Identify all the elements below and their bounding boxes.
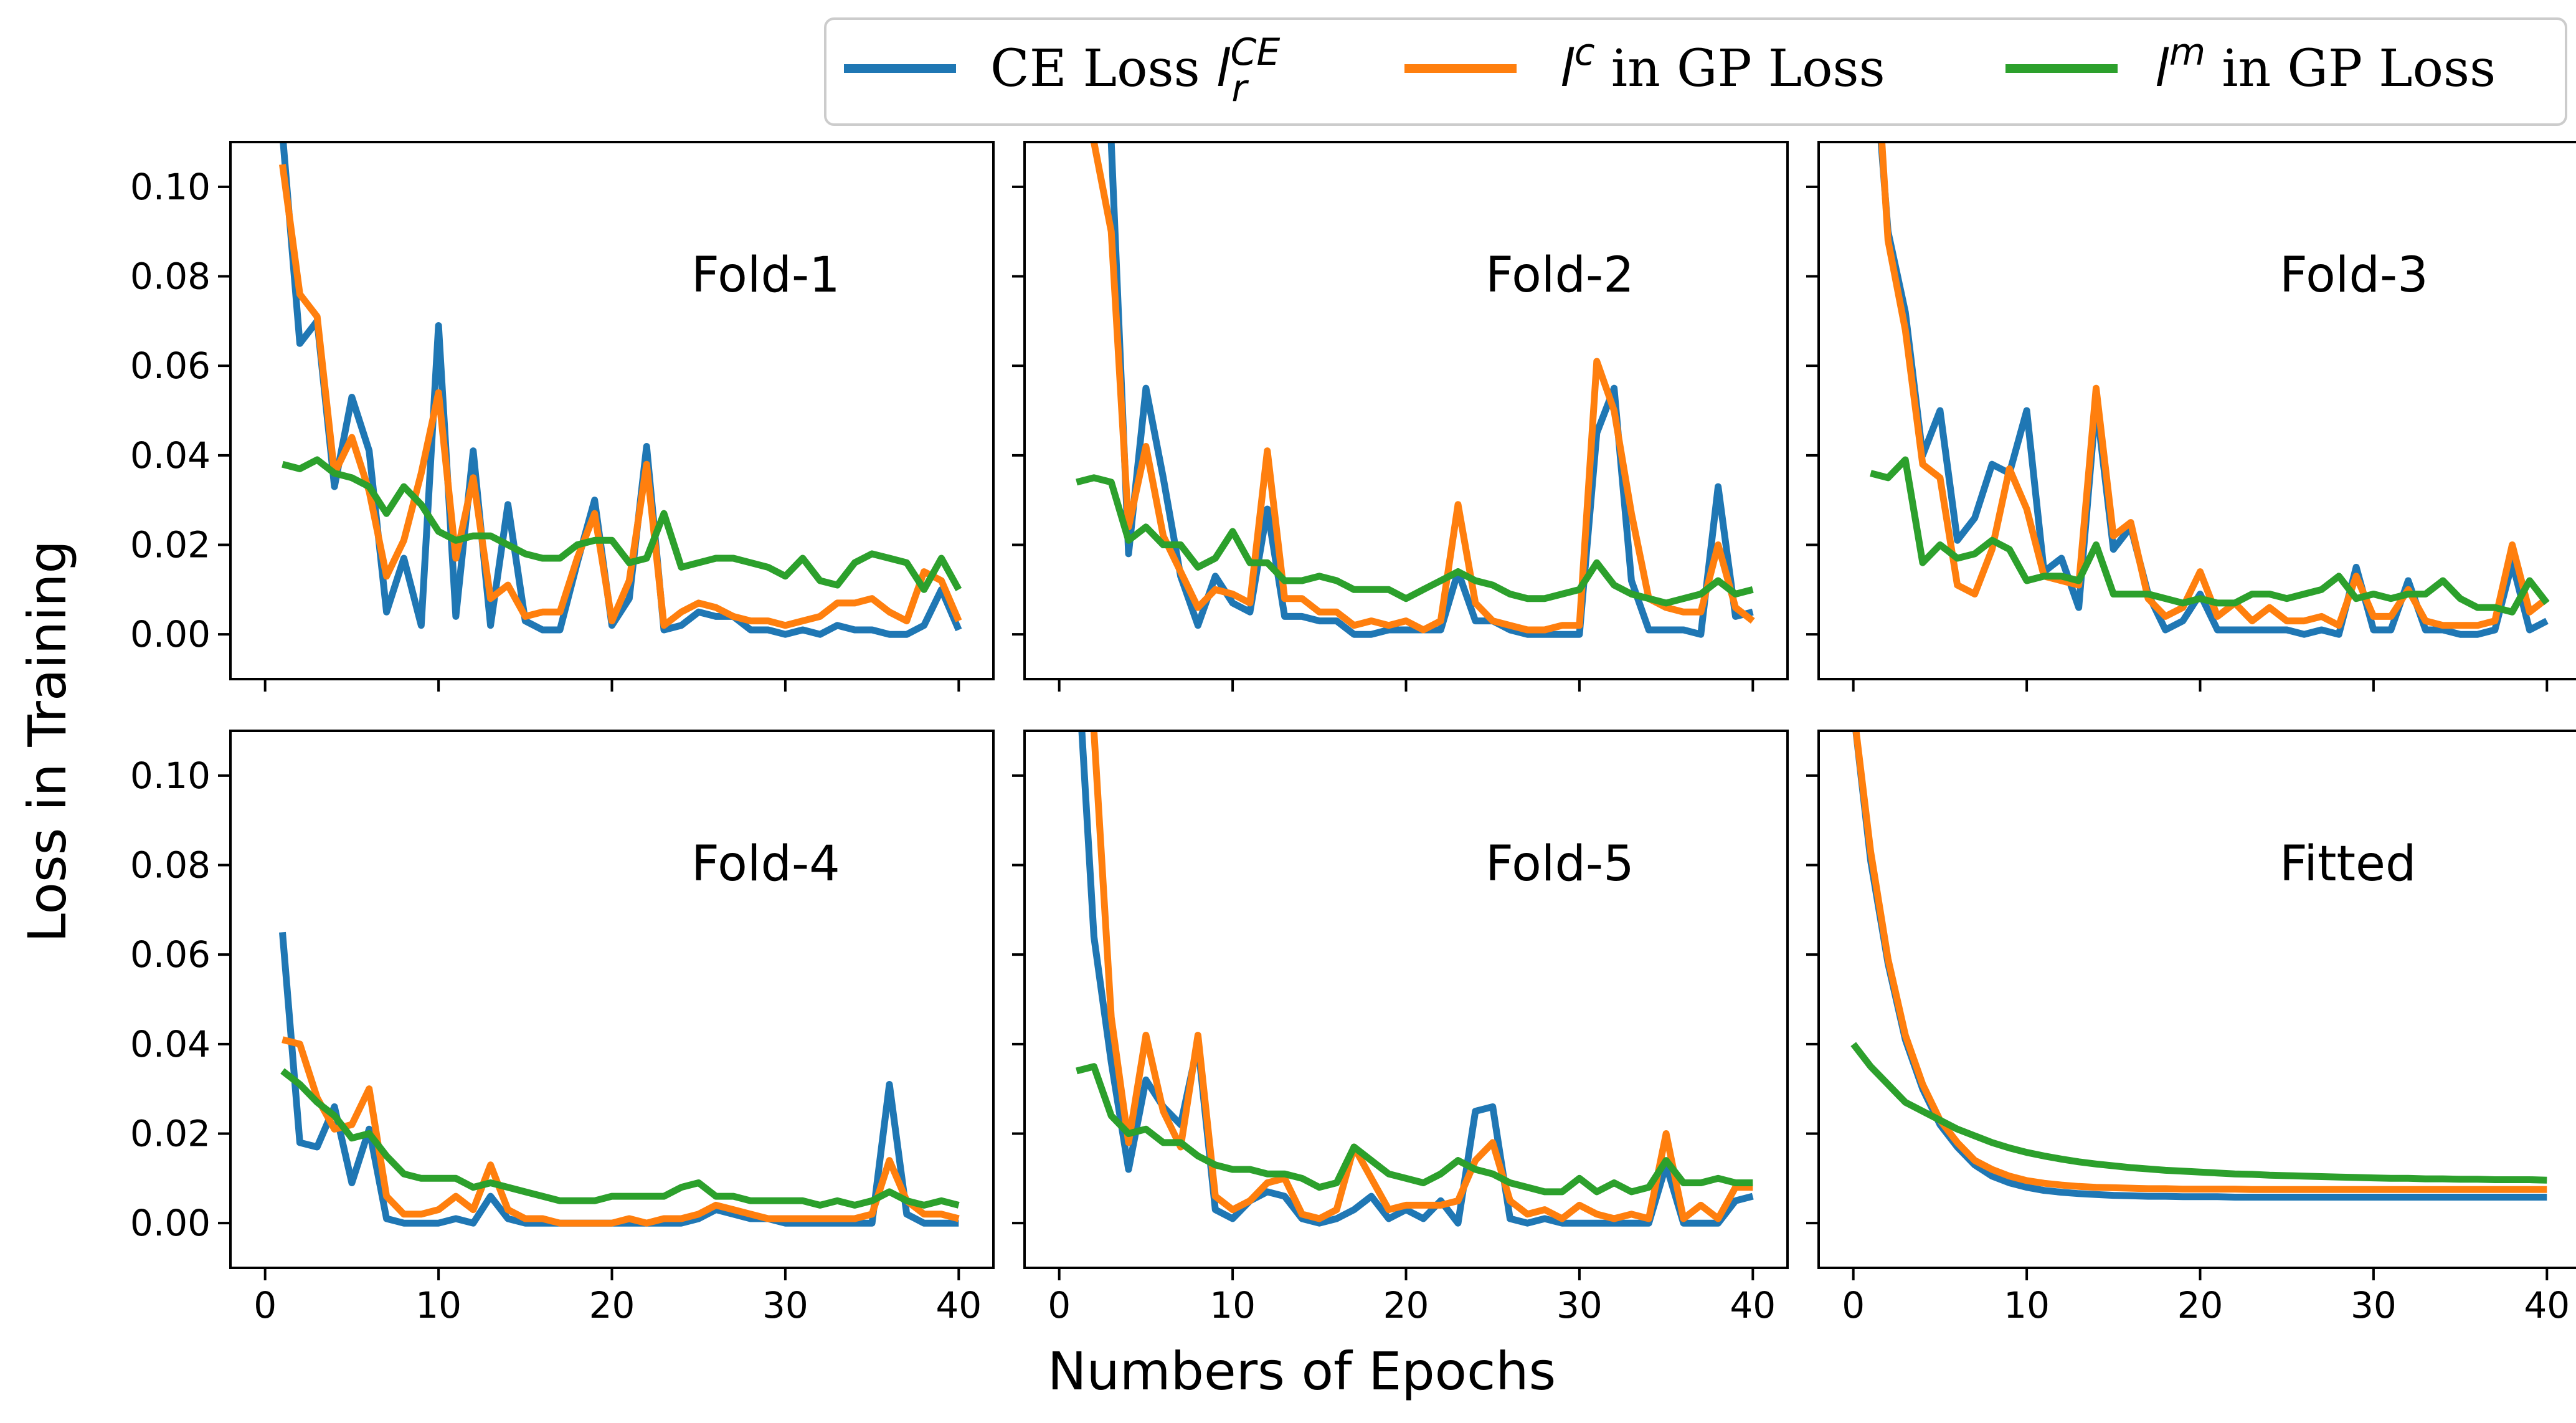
series-line-im-fold-4: [280, 1068, 960, 1209]
series-line-ce-fold-2: [1107, 142, 1754, 638]
panel-title-fold-2: Fold-2: [1485, 247, 1634, 303]
panels: 0.00 0.02 0.04 0.06 0.08 0.10 Fold-1 Fold-2 Fold…: [130, 141, 2576, 1326]
series-line-ic-fold-3: [1878, 142, 2549, 629]
panel-fold-4: 0 10 20 30 40 0.00 0.02 0.04 0.06 0.08 0.10 Fold-4: [130, 730, 995, 1326]
x-tick-label-fold-5: 10: [1210, 1284, 1256, 1326]
y-tick-label-fold-1: 0.04: [130, 434, 211, 477]
y-tick-label-fold-4: 0.08: [130, 844, 211, 887]
x-tick-label-fitted: 0: [1842, 1284, 1865, 1326]
y-tick-label-fold-1: 0.02: [130, 524, 211, 566]
x-tick-label-fold-5: 20: [1383, 1284, 1429, 1326]
panel-title-fold-5: Fold-5: [1485, 836, 1634, 892]
legend-entry-ce-loss: CE Loss lCE r: [844, 31, 1280, 110]
plot-area-fold-2: [1076, 142, 1755, 638]
series-line-im-fold-1: [282, 456, 962, 593]
legend: CE Loss lCE r lc in GP Loss lm in GP Loss: [824, 17, 2567, 126]
panel-fold-1: 0.00 0.02 0.04 0.06 0.08 0.10 Fold-1: [130, 141, 995, 692]
legend-entry-im-gp-loss: lm in GP Loss: [2005, 31, 2496, 98]
series-line-ce-fold-1: [280, 142, 962, 638]
series-line-ic-fitted: [1852, 731, 2547, 1193]
series-line-im-fold-3: [1870, 456, 2550, 616]
y-tick-label-fold-1: 0.06: [130, 345, 211, 387]
y-tick-label-fold-4: 0.04: [130, 1023, 211, 1065]
series-line-im-fitted: [1850, 1042, 2547, 1184]
series-line-ic-fold-2: [1090, 142, 1755, 634]
y-axis-title: Loss in Training: [17, 540, 78, 943]
series-line-im-fold-2: [1076, 474, 1754, 607]
x-tick-label-fitted: 10: [2004, 1284, 2050, 1326]
panel-fold-2: Fold-2: [1012, 141, 1789, 692]
x-axis-title: Numbers of Epochs: [1048, 1341, 1556, 1402]
series-line-ce-fold-3: [1877, 142, 2549, 638]
plot-area-fitted: [1850, 731, 2547, 1201]
legend-label-ce-loss: CE Loss lCE r: [990, 31, 1280, 110]
series-line-ic-fold-4: [282, 1036, 960, 1227]
y-tick-label-fold-4: 0.02: [130, 1113, 211, 1155]
plot-area-fold-5: [1076, 731, 1754, 1227]
series-line-ic-fold-5: [1090, 731, 1753, 1222]
plot-area-fold-4: [279, 931, 960, 1227]
x-tick-label-fitted: 30: [2351, 1284, 2397, 1326]
y-tick-label-fold-1: 0.10: [130, 166, 211, 208]
x-tick-label-fold-4: 0: [253, 1284, 277, 1326]
panel-fold-5: 0 10 20 30 40 Fold-5: [1012, 730, 1789, 1326]
plot-area-fold-3: [1870, 142, 2550, 638]
x-tick-label-fold-4: 30: [762, 1284, 808, 1326]
legend-label-im-gp-loss: lm in GP Loss: [2155, 31, 2496, 98]
x-tick-label-fold-5: 0: [1048, 1284, 1071, 1326]
panel-title-fold-1: Fold-1: [691, 247, 840, 303]
panel-fitted: 0 10 20 30 40 Fitted: [1806, 730, 2576, 1326]
x-tick-label-fold-4: 10: [415, 1284, 462, 1326]
plot-area-fold-1: [279, 142, 962, 638]
panel-title-fold-3: Fold-3: [2280, 247, 2428, 303]
x-tick-label-fitted: 20: [2177, 1284, 2223, 1326]
legend-label-ic-gp-loss: lc in GP Loss: [1560, 31, 1885, 98]
x-tick-label-fold-5: 40: [1730, 1284, 1776, 1326]
x-tick-label-fold-4: 20: [589, 1284, 635, 1326]
x-tick-label-fold-4: 40: [935, 1284, 982, 1326]
legend-frame: [824, 17, 2567, 126]
y-tick-label-fold-4: 0.06: [130, 933, 211, 976]
y-tick-label-fold-4: 0.10: [130, 754, 211, 797]
x-tick-label-fitted: 40: [2524, 1284, 2570, 1326]
y-tick-label-fold-1: 0.08: [130, 255, 211, 298]
legend-entry-ic-gp-loss: lc in GP Loss: [1404, 31, 1885, 98]
y-tick-label-fold-4: 0.00: [130, 1202, 211, 1244]
panel-title-fold-4: Fold-4: [691, 836, 840, 892]
series-line-im-fold-5: [1076, 1063, 1753, 1196]
series-line-ic-fold-1: [279, 164, 962, 629]
panel-title-fitted: Fitted: [2280, 836, 2417, 892]
panel-fold-3: Fold-3: [1806, 141, 2576, 692]
y-tick-label-fold-1: 0.00: [130, 613, 211, 655]
x-tick-label-fold-5: 30: [1556, 1284, 1603, 1326]
